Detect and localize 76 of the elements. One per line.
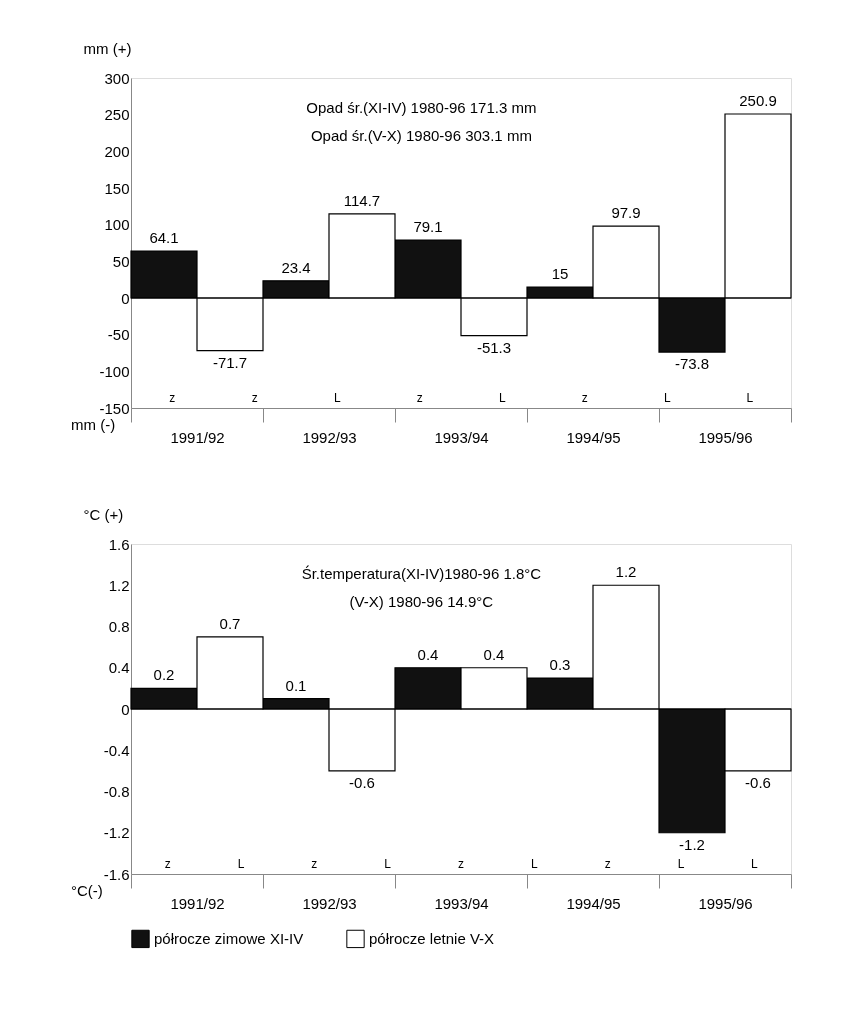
y-tick-label: 1.2 [108,576,130,594]
annotation: Śr.temperatura(XI-IV)1980-96 1.8°C [301,565,542,582]
y-tick-label: 150 [104,179,130,197]
x-tick-label: 1992/93 [302,428,357,446]
y-axis-title: mm (+) [83,39,132,57]
data-label: 0.3 [549,656,571,674]
x-tick-label: 1993/94 [434,428,489,446]
annotation: z [581,391,588,405]
y-axis-title: °C (+) [83,505,124,523]
y-tick-label: 0 [121,700,130,718]
annotation: L [237,857,245,871]
y-tick-label: 0 [121,289,130,307]
data-label: 23.4 [281,258,311,276]
y-tick-label: 50 [112,252,130,270]
y-tick-label: -0.4 [103,741,130,759]
y-tick-label: 0.4 [108,659,130,677]
annotation: L [333,391,341,405]
data-label: 0.1 [285,676,307,694]
annotation: z [311,857,318,871]
annotation: L [663,391,671,405]
data-label: -0.6 [745,773,771,791]
data-label: 64.1 [149,228,179,246]
annotation: z [416,391,423,405]
y-tick-label: -50 [107,326,130,344]
data-label: 79.1 [413,217,443,235]
annotation: (V-X) 1980-96 14.9°C [349,593,494,610]
data-label: 114.7 [343,191,381,209]
annotation: L [750,857,758,871]
data-label: -51.3 [476,338,512,356]
data-label: 0.2 [153,666,175,684]
annotation: L [498,391,506,405]
x-tick-label: 1991/92 [170,428,225,446]
data-label: -0.6 [349,773,375,791]
data-label: 0.7 [219,614,241,632]
annotation: z [458,857,464,871]
annotation: z [169,391,176,405]
legend-label: półrocze zimowe XI-IV [154,929,304,947]
annotation: L [746,391,754,405]
y-tick-label: -0.8 [103,783,130,800]
annotation: L [677,857,685,871]
legend-label: półrocze letnie V-X [369,929,495,947]
data-label: 15 [551,265,569,282]
annotation: L [384,857,392,871]
x-tick-label: 1995/96 [698,894,753,912]
data-label: -73.8 [674,355,710,373]
data-label: 97.9 [611,204,641,222]
x-tick-label: 1994/95 [566,894,621,912]
x-tick-label: 1993/94 [434,894,489,912]
data-label: -71.7 [212,353,248,371]
y-tick-label: -100 [99,362,130,380]
y-tick-label: 0.8 [108,618,130,635]
data-label: 0.4 [483,645,505,663]
y-tick-label: -150 [99,399,130,417]
x-tick-label: 1995/96 [698,428,753,446]
data-label: -1.2 [679,835,705,853]
x-tick-label: 1992/93 [302,894,357,912]
annotation: L [530,857,538,871]
y-tick-label: -1.6 [103,865,130,883]
annotation: z [251,391,258,405]
y-tick-label: -1.2 [103,824,130,842]
y-tick-label: 1.6 [108,535,130,553]
annotation: z [164,857,171,871]
y-tick-label: 300 [104,69,130,87]
x-tick-label: 1991/92 [170,894,225,912]
x-tick-label: 1994/95 [566,428,621,446]
y-tick-label: 250 [104,106,130,124]
annotation: z [604,857,611,871]
data-label: 1.2 [615,563,637,581]
data-label: 0.4 [417,645,439,663]
y-tick-label: 200 [104,142,130,160]
text: mm (-) [71,416,116,433]
text: °C(-) [71,882,103,899]
annotation: Opad śr.(XI-IV) 1980-96 171.3 mm [306,99,537,116]
y-tick-label: 100 [104,216,130,234]
annotation: Opad śr.(V-X) 1980-96 303.1 mm [310,127,532,144]
data-label: 250.9 [739,92,777,110]
